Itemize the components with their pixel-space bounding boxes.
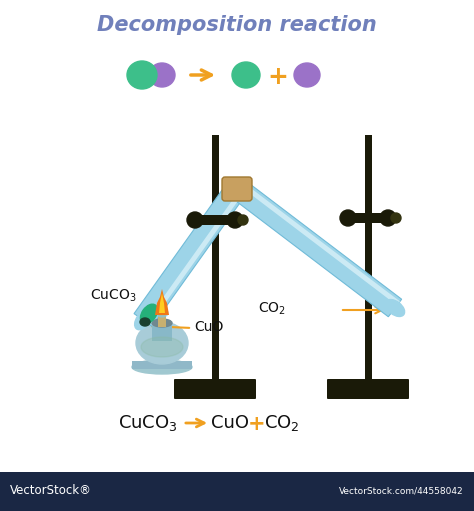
Ellipse shape — [149, 63, 175, 87]
Bar — [158, 315, 166, 327]
Polygon shape — [134, 181, 246, 327]
Polygon shape — [155, 289, 169, 315]
Circle shape — [380, 210, 396, 226]
Polygon shape — [146, 190, 244, 325]
Text: CO$_2$: CO$_2$ — [264, 413, 300, 433]
Polygon shape — [230, 179, 401, 317]
Polygon shape — [159, 293, 165, 313]
Circle shape — [238, 215, 248, 225]
FancyBboxPatch shape — [222, 177, 252, 201]
FancyBboxPatch shape — [327, 379, 409, 399]
Text: +: + — [248, 414, 266, 434]
Bar — [152, 323, 172, 341]
Bar — [132, 361, 192, 369]
Circle shape — [340, 210, 356, 226]
Ellipse shape — [132, 360, 192, 374]
Bar — [348, 213, 388, 223]
Ellipse shape — [140, 318, 150, 326]
FancyBboxPatch shape — [174, 379, 256, 399]
Ellipse shape — [152, 319, 172, 327]
Text: CuCO$_3$: CuCO$_3$ — [90, 288, 137, 304]
Bar — [212, 135, 219, 385]
Bar — [195, 215, 235, 225]
Ellipse shape — [294, 63, 320, 87]
Ellipse shape — [141, 337, 183, 357]
Ellipse shape — [385, 299, 405, 316]
Text: CO$_2$: CO$_2$ — [258, 301, 286, 317]
Circle shape — [187, 212, 203, 228]
Circle shape — [227, 212, 243, 228]
Ellipse shape — [232, 62, 260, 88]
Text: CuCO$_3$: CuCO$_3$ — [118, 413, 178, 433]
Bar — [365, 135, 372, 385]
Text: CuO: CuO — [211, 414, 249, 432]
Polygon shape — [239, 181, 400, 306]
Text: CuO: CuO — [194, 320, 223, 334]
Circle shape — [391, 213, 401, 223]
Ellipse shape — [140, 304, 157, 324]
Ellipse shape — [136, 322, 188, 364]
Ellipse shape — [156, 309, 168, 317]
Text: Decomposition reaction: Decomposition reaction — [97, 15, 377, 35]
Ellipse shape — [135, 310, 151, 330]
Text: +: + — [267, 65, 289, 89]
Text: VectorStock®: VectorStock® — [10, 484, 92, 498]
Text: VectorStock.com/44558042: VectorStock.com/44558042 — [339, 486, 464, 496]
Bar — [0, 472, 474, 511]
Ellipse shape — [127, 61, 157, 89]
